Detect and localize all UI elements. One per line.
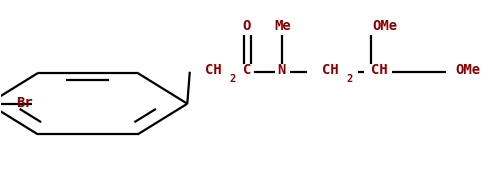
- Text: 2: 2: [346, 74, 352, 84]
- Text: C: C: [243, 63, 251, 77]
- Text: CH: CH: [205, 63, 222, 77]
- Text: O: O: [243, 20, 251, 33]
- Text: CH: CH: [322, 63, 338, 77]
- Text: Me: Me: [274, 20, 291, 33]
- Text: OMe: OMe: [372, 20, 398, 33]
- Text: 2: 2: [229, 74, 235, 84]
- Text: Br: Br: [16, 96, 33, 110]
- Text: CH: CH: [371, 63, 388, 77]
- Text: OMe: OMe: [456, 63, 481, 77]
- Text: N: N: [277, 63, 286, 77]
